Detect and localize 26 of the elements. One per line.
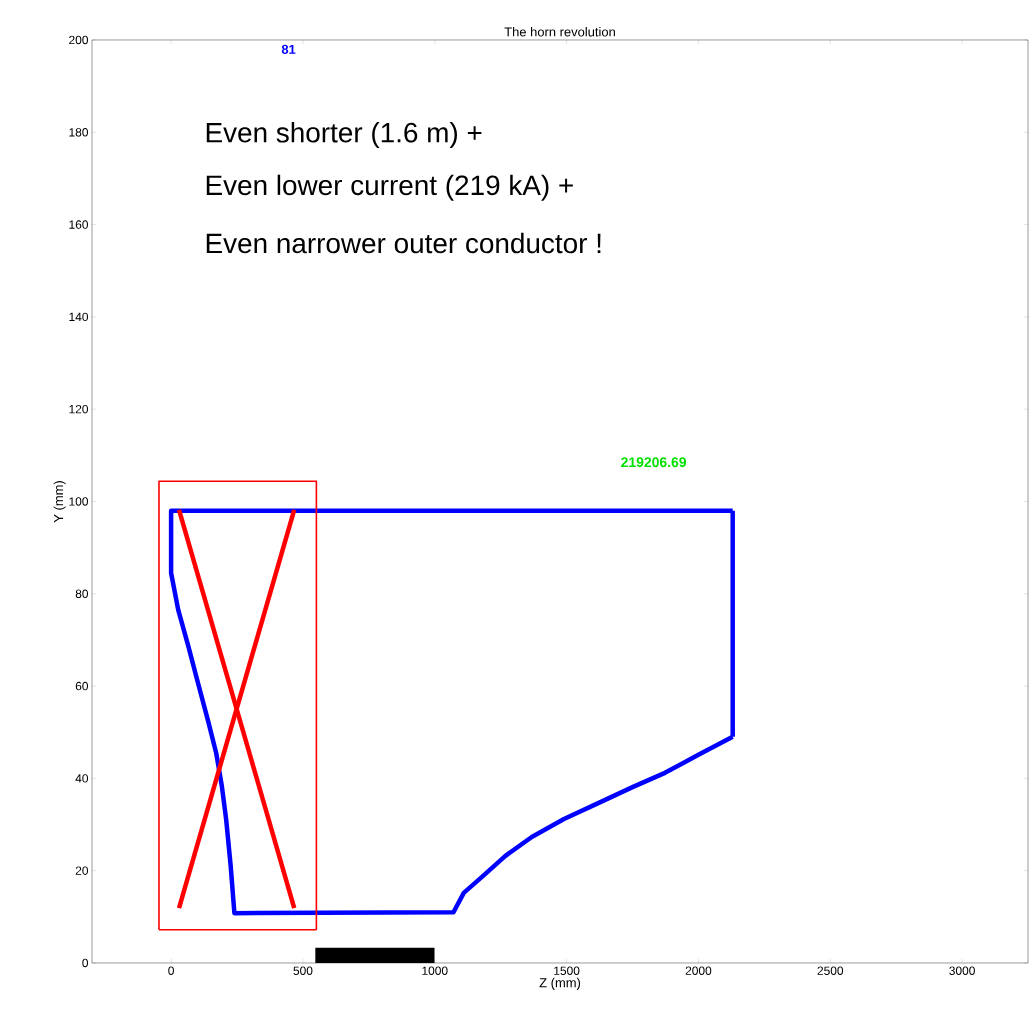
y-tick-label: 140 [69,312,89,322]
x-tick-label: 1000 [422,966,448,975]
y-tick-label: 180 [69,128,89,137]
x-tick-label: 2000 [685,966,712,975]
x-tick-label: 2500 [817,966,844,975]
x-axis-title: Z (mm) [539,977,581,990]
chart-title: The horn revolution [504,26,615,37]
annotation: Even lower current (219 kA) + [206,174,573,201]
y-axis-title: Y (mm) [53,481,66,523]
y-tick-label: 160 [69,220,89,229]
x-tick-label: 3000 [949,966,975,975]
y-tick-label: 200 [69,35,89,45]
y-tick-label: 20 [75,866,89,875]
y-tick-label: 0 [82,958,89,968]
annotation: 219206.69 [621,457,687,468]
x-tick-label: 500 [293,966,313,975]
x-tick-label: 0 [168,966,174,975]
annotation: Even narrower outer conductor ! [206,232,601,254]
annotation: 81 [281,44,296,54]
y-tick-label: 120 [69,404,89,414]
y-tick-label: 40 [75,774,89,783]
y-tick-label: 60 [75,681,89,691]
x-tick-label: 1500 [554,966,580,975]
annotation: Even shorter (1.6 m) + [206,122,482,149]
y-tick-label: 100 [69,497,89,506]
y-tick-label: 80 [75,589,89,599]
